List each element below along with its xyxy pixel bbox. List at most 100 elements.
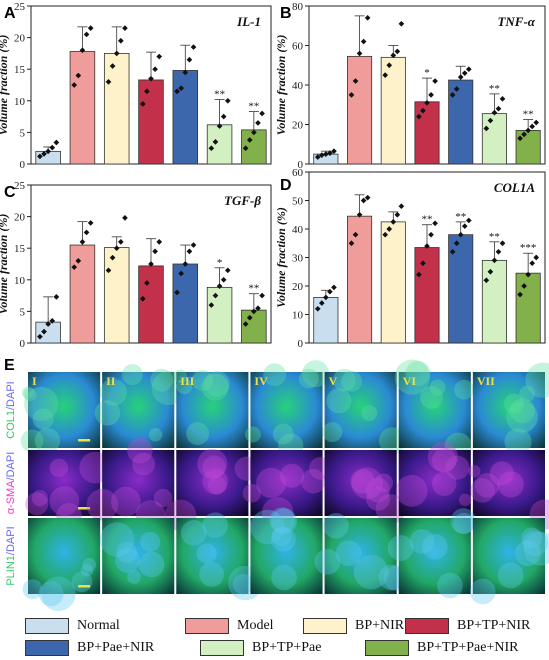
data-point [356, 50, 363, 57]
y-tick-label: 10 [14, 275, 26, 287]
bar [206, 286, 233, 344]
data-point [533, 254, 540, 261]
scale-bar [78, 585, 91, 588]
legend-item: Model [185, 617, 274, 635]
legend-swatch [25, 618, 69, 634]
data-point [525, 127, 531, 134]
data-point [148, 75, 154, 82]
micrograph-tile [468, 450, 549, 530]
data-point [491, 257, 498, 264]
legend-label: BP+NIR [355, 618, 405, 633]
data-point [122, 215, 128, 221]
significance-label: ** [214, 89, 225, 101]
data-point [457, 231, 464, 238]
data-point [246, 137, 253, 143]
bar [313, 296, 339, 344]
group-numeral: I [32, 374, 37, 388]
bar [103, 53, 130, 165]
data-point [398, 203, 405, 210]
data-point [208, 145, 215, 152]
data-point [190, 44, 197, 50]
data-point [113, 245, 120, 252]
y-tick-label: 0 [20, 338, 26, 350]
y-tick-label: 0 [298, 338, 304, 350]
y-tick-label: 30 [292, 253, 304, 265]
significance-label: ** [248, 101, 259, 113]
data-point [323, 294, 329, 301]
data-point [255, 305, 261, 312]
group-numeral: VII [477, 374, 495, 388]
bar [414, 247, 440, 344]
data-point [465, 217, 472, 224]
data-point [139, 101, 146, 107]
legend-label: Normal [77, 618, 120, 633]
panel-letter: E [4, 357, 15, 374]
data-point [255, 120, 261, 126]
data-point [499, 240, 506, 247]
data-point [398, 20, 405, 27]
legend-item: BP+Pae+NIR [25, 639, 154, 657]
data-point [174, 88, 180, 95]
legend-item: Normal [25, 617, 120, 635]
scale-bar [78, 507, 91, 510]
y-tick-label: 5 [20, 306, 26, 318]
bar [515, 130, 541, 165]
y-tick-label: 15 [14, 64, 26, 76]
y-tick-label: 0 [298, 159, 304, 171]
significance-label: *** [520, 242, 537, 254]
data-point [360, 197, 367, 204]
data-point [105, 267, 112, 274]
significance-label: ** [455, 211, 466, 223]
significance-label: ** [489, 231, 500, 243]
data-point [533, 119, 540, 126]
bar [481, 259, 507, 344]
data-point [424, 99, 430, 106]
legend-swatch [303, 618, 347, 634]
data-point [314, 154, 321, 160]
group-numeral: II [106, 374, 116, 388]
data-point [483, 277, 490, 284]
data-point [428, 231, 434, 238]
data-point [87, 25, 94, 31]
y-axis-label: Volume fraction (%) [274, 35, 288, 136]
legend-swatch [365, 640, 409, 656]
data-point [242, 321, 249, 327]
y-tick-label: 20 [14, 33, 26, 45]
data-point [83, 31, 90, 38]
micrograph-tile [324, 450, 406, 525]
scale-bar [78, 439, 91, 442]
legend-item: BP+NIR [303, 617, 404, 635]
data-point [529, 123, 536, 130]
chart-panel-A: A 0 5 10 15 20 25 Volume fraction (%) IL-1 ** ** [0, 1, 272, 171]
bar [380, 221, 406, 344]
data-point [382, 72, 389, 78]
data-point [259, 110, 265, 117]
data-point [386, 226, 393, 232]
data-point [364, 15, 371, 21]
data-point [352, 231, 359, 238]
data-point [428, 92, 434, 98]
data-point [174, 289, 180, 296]
bar [172, 70, 199, 165]
data-point [348, 92, 355, 98]
bar [69, 51, 96, 165]
data-point [220, 276, 227, 283]
y-tick-label: 10 [14, 96, 26, 108]
legend-label: BP+TP+Pae [252, 640, 322, 655]
data-point [327, 150, 333, 156]
micrograph-tile: IV [244, 360, 330, 459]
data-point [251, 129, 257, 136]
y-tick-label: 0 [20, 159, 26, 171]
data-point [483, 125, 490, 132]
micrograph-tile [250, 507, 323, 594]
data-point [186, 56, 193, 63]
significance-label: ** [489, 83, 500, 95]
data-point [105, 79, 112, 85]
legend-swatch [25, 640, 69, 656]
data-point [182, 261, 189, 267]
y-tick-label: 25 [14, 1, 26, 13]
micrograph-tile: VII [472, 362, 549, 456]
